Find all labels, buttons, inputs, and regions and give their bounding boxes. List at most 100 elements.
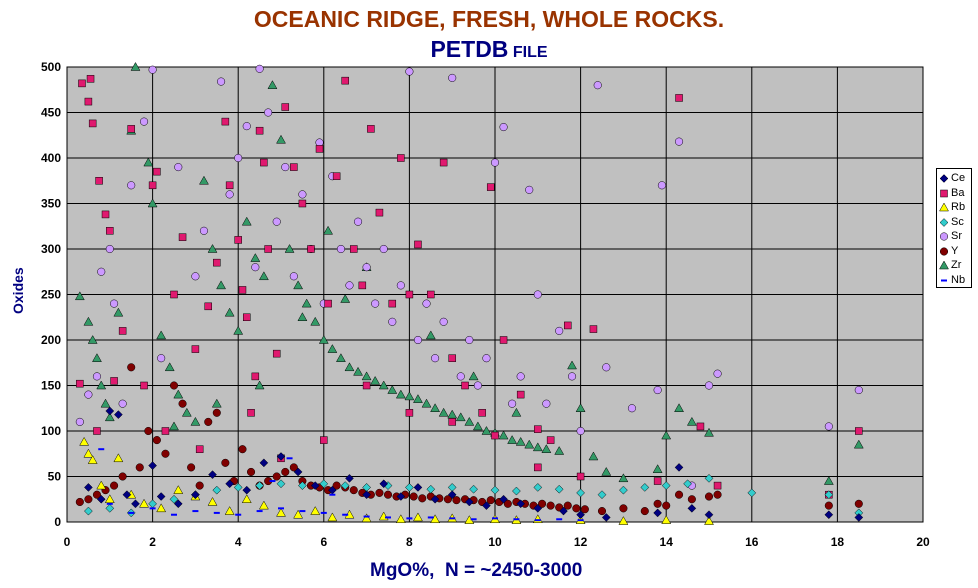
data-point-zr bbox=[554, 446, 565, 455]
data-point-ba bbox=[414, 240, 422, 249]
x-tick-label: 6 bbox=[320, 535, 327, 549]
y-tick-label: 250 bbox=[41, 288, 61, 302]
data-point-y bbox=[195, 481, 204, 490]
data-point-zr bbox=[575, 403, 586, 412]
data-point-zr bbox=[541, 444, 552, 453]
data-point-sc bbox=[233, 483, 243, 492]
data-point-y bbox=[152, 436, 161, 445]
data-point-zr bbox=[370, 375, 381, 385]
data-point-sr bbox=[576, 426, 585, 436]
data-point-sr bbox=[92, 372, 102, 381]
data-point-sr bbox=[298, 190, 307, 199]
data-point-sr bbox=[405, 67, 414, 76]
data-point-sr bbox=[191, 272, 200, 281]
data-point-ba bbox=[76, 379, 84, 388]
data-point-ce bbox=[576, 510, 585, 520]
data-point-ce bbox=[499, 494, 508, 504]
data-point-ba bbox=[178, 233, 187, 241]
data-point-zr bbox=[704, 427, 714, 437]
data-point-y bbox=[187, 463, 196, 472]
legend-label: Sc bbox=[951, 215, 964, 228]
data-point-y bbox=[221, 458, 230, 467]
legend-marker-shape bbox=[940, 189, 948, 197]
data-point-ba bbox=[260, 158, 268, 167]
data-point-ce bbox=[854, 513, 864, 522]
data-point-sr bbox=[674, 137, 684, 146]
y-tick-label: 150 bbox=[41, 379, 61, 393]
data-point-zr bbox=[472, 421, 483, 431]
data-point-rb bbox=[104, 494, 115, 503]
data-point-sc bbox=[212, 485, 222, 495]
data-point-ba bbox=[499, 336, 508, 344]
data-point-sr bbox=[251, 263, 260, 272]
subtitle-suffix: FILE bbox=[508, 44, 548, 61]
data-point-y bbox=[546, 501, 555, 510]
legend-label: Sr bbox=[951, 230, 962, 243]
data-point-ba bbox=[234, 236, 242, 244]
data-point-sc bbox=[640, 483, 650, 492]
legend: Ce Ba Rb Sc Sr Y Zr Nb bbox=[936, 168, 972, 288]
data-point-ba bbox=[546, 436, 555, 444]
data-point-y bbox=[135, 463, 144, 472]
data-point-sc bbox=[619, 485, 628, 495]
data-point-ce bbox=[464, 497, 474, 507]
data-point-ce bbox=[148, 461, 157, 470]
data-point-ba bbox=[696, 422, 705, 431]
data-point-sr bbox=[516, 372, 525, 381]
data-point-ba bbox=[713, 481, 722, 490]
data-point-ce bbox=[122, 490, 132, 500]
data-point-ce bbox=[482, 501, 491, 510]
data-point-rb bbox=[395, 514, 406, 524]
data-point-y bbox=[824, 501, 833, 510]
data-point-ce bbox=[114, 410, 123, 419]
data-point-sc bbox=[426, 484, 436, 494]
legend-item-nb: Nb bbox=[939, 273, 965, 287]
data-point-ba bbox=[855, 427, 863, 435]
data-point-y bbox=[597, 507, 607, 516]
data-point-zr bbox=[87, 334, 98, 344]
data-point-y bbox=[713, 490, 722, 499]
gridlines bbox=[66, 66, 924, 523]
data-point-rb bbox=[293, 509, 304, 519]
data-point-sc bbox=[533, 483, 543, 492]
y-axis-title: Oxides bbox=[10, 267, 26, 314]
data-point-zr bbox=[601, 466, 612, 476]
legend-label: Ce bbox=[951, 172, 966, 185]
data-point-sc bbox=[340, 481, 350, 490]
data-point-ce bbox=[242, 485, 252, 495]
data-point-ba bbox=[153, 167, 161, 176]
data-point-ba bbox=[589, 325, 598, 333]
data-point-y bbox=[118, 472, 127, 481]
data-point-ce bbox=[447, 490, 457, 500]
data-point-zr bbox=[413, 394, 423, 403]
data-point-zr bbox=[297, 312, 308, 321]
data-point-zr bbox=[113, 307, 124, 317]
data-point-y bbox=[281, 467, 290, 477]
data-point-ba bbox=[388, 299, 397, 308]
data-point-ba bbox=[298, 199, 307, 208]
data-point-sr bbox=[508, 399, 517, 408]
legend-marker-shape bbox=[939, 217, 949, 227]
data-points bbox=[74, 61, 864, 525]
data-point-sr bbox=[490, 158, 500, 167]
x-tick-label: 12 bbox=[574, 535, 588, 549]
x-tick-label: 8 bbox=[406, 535, 413, 549]
data-point-sc bbox=[576, 488, 585, 498]
legend-marker bbox=[939, 232, 949, 241]
data-point-zr bbox=[323, 225, 334, 235]
data-point-zr bbox=[83, 316, 94, 326]
x-axis-ticks: 0 2 4 6 8 10 12 14 16 18 20 bbox=[64, 535, 930, 549]
data-point-y bbox=[144, 426, 153, 436]
data-point-rb bbox=[241, 494, 252, 503]
data-point-zr bbox=[211, 398, 222, 408]
x-tick-label: 4 bbox=[235, 535, 242, 549]
data-point-sc bbox=[298, 481, 307, 490]
data-point-zr bbox=[74, 291, 85, 301]
data-point-ce bbox=[131, 499, 140, 509]
data-point-rb bbox=[258, 500, 269, 510]
data-point-sr bbox=[713, 369, 722, 378]
data-point-y bbox=[332, 481, 341, 490]
x-tick-label: 2 bbox=[149, 535, 156, 549]
data-point-zr bbox=[353, 366, 363, 376]
data-point-zr bbox=[421, 398, 432, 408]
